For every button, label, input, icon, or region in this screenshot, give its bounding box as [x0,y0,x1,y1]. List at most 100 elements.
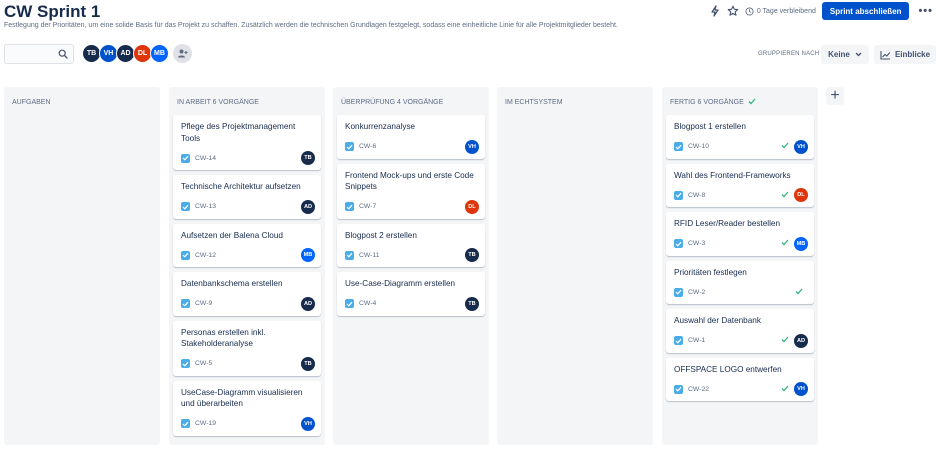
add-people-button[interactable] [173,44,192,63]
column-title: IN ARBEIT 6 VORGÄNGE [177,98,259,106]
issue-footer: CW-11 TB [345,248,479,262]
avatar-filter[interactable]: TB [82,44,101,63]
star-icon[interactable] [727,5,739,17]
insights-button[interactable]: Einblicke [874,45,936,64]
issue-key[interactable]: CW-11 [359,251,380,259]
column-header: AUFGABEN [4,87,160,109]
issue-title: Konkurrenzanalyse [345,122,416,131]
issue-card[interactable]: Personas erstellen inkl. Stakeholderanal… [173,320,321,376]
issue-key[interactable]: CW-4 [359,300,377,307]
assignee-avatar[interactable]: TB [465,248,479,262]
lightning-icon[interactable] [709,5,721,17]
column-title: FERTIG 6 VORGÄNGE [670,98,744,106]
assignee-avatar[interactable]: VH [794,382,808,396]
time-remaining-label: 0 Tage verbleibend [756,7,816,15]
issue-footer: CW-4 TB [345,296,479,311]
task-type-icon [345,299,354,308]
checkmark-icon [748,98,756,107]
column-header: IN ARBEIT 6 VORGÄNGE [169,87,325,109]
done-check-icon [781,336,789,345]
assignee-avatar[interactable]: DL [794,188,808,202]
issue-card[interactable]: Blogpost 1 erstellen CW-10 VH [666,115,814,159]
done-check-icon [781,385,789,394]
issue-key[interactable]: CW-1 [688,337,706,344]
column-title: IM ECHTSYSTEM [505,98,563,106]
issue-footer: CW-1 AD [674,333,808,348]
task-type-icon [181,202,190,211]
issue-card[interactable]: Frontend Mock-ups und erste Code Snippet… [337,163,485,219]
avatar-filter[interactable]: AD [116,44,135,63]
issue-card[interactable]: Aufsetzen der Balena Cloud CW-12 MB [173,223,321,267]
issue-key[interactable]: CW-12 [195,251,217,259]
card-list: Blogpost 1 erstellen CW-10 VH Wahl des Fron… [662,109,818,401]
group-by-select[interactable]: Keine [821,45,869,64]
done-check-icon [781,191,789,200]
issue-card[interactable]: RFID Leser/Reader bestellen CW-3 MB [666,212,814,256]
search-input[interactable] [4,44,74,64]
issue-card[interactable]: OFFSPACE LOGO entwerfen CW-22 VH [666,357,814,401]
task-type-icon [674,142,683,151]
card-list [4,109,160,115]
board-column: ÜBERPRÜFUNG 4 VORGÄNGE Konkurrenzanalyse C… [333,87,489,445]
issue-footer: CW-8 DL [674,188,808,202]
task-type-icon [674,287,683,297]
card-list: Konkurrenzanalyse CW-6 VH Frontend Mock-ups… [333,109,489,316]
complete-sprint-button[interactable]: Sprint abschließen [821,2,910,20]
assignee-avatar[interactable]: VH [794,139,808,154]
issue-footer: CW-14 TB [181,151,315,165]
issue-card[interactable]: Pflege des Projektmanagement Tools CW-14 T… [173,115,321,170]
issue-card[interactable]: Prioritäten festlegen CW-2 [666,260,814,304]
issue-card[interactable]: Use-Case-Diagramm erstellen CW-4 TB [337,272,485,316]
board-column: IN ARBEIT 6 VORGÄNGE Pflege des Projektma… [169,87,325,445]
card-list [497,109,653,115]
issue-key[interactable]: CW-22 [688,385,710,393]
issue-card[interactable]: Wahl des Frontend-Frameworks CW-8 DL [666,163,814,207]
assignee-avatar[interactable]: AD [301,296,315,311]
issue-card[interactable]: UseCase-Diagramm visualisieren und übera… [173,380,321,436]
assignee-avatar[interactable]: TB [301,151,315,165]
done-check-icon [795,288,803,297]
issue-title: Aufsetzen der Balena Cloud [181,230,283,240]
issue-key[interactable]: CW-13 [195,203,217,210]
issue-key[interactable]: CW-6 [359,143,377,150]
assignee-avatar[interactable]: VH [465,139,479,154]
issue-footer: CW-3 MB [674,236,808,251]
top-actions: 0 Tage verbleibend Sprint abschließen ••… [709,2,936,20]
issue-title: Auswahl der Datenbank [674,316,761,325]
issue-key[interactable]: CW-5 [195,360,213,367]
assignee-filter: TB VH AD DL MB [82,44,192,63]
issue-key[interactable]: CW-9 [195,300,213,307]
assignee-avatar[interactable]: VH [301,416,315,431]
issue-key[interactable]: CW-8 [688,191,706,199]
assignee-avatar[interactable]: TB [301,356,315,371]
issue-card[interactable]: Auswahl der Datenbank CW-1 AD [666,309,814,353]
issue-card[interactable]: Datenbankschema erstellen CW-9 AD [173,272,321,316]
assignee-avatar[interactable]: AD [794,333,808,348]
issue-card[interactable]: Blogpost 2 erstellen CW-11 TB [337,223,485,267]
column-title: AUFGABEN [12,98,51,106]
more-options-button[interactable]: ••• [918,5,933,17]
card-list: Pflege des Projektmanagement Tools CW-14 T… [169,109,325,436]
issue-footer: CW-2 [674,285,808,299]
issue-key[interactable]: CW-10 [688,143,710,150]
assignee-avatar[interactable]: AD [301,199,315,214]
issue-key[interactable]: CW-3 [688,240,706,247]
assignee-avatar[interactable]: MB [794,236,808,251]
clock-icon [745,6,754,16]
avatar-filter[interactable]: MB [150,44,169,63]
task-type-icon [345,202,354,211]
issue-key[interactable]: CW-19 [195,420,217,427]
issue-title: Blogpost 2 erstellen [345,230,417,240]
task-type-icon [345,250,354,260]
assignee-avatar[interactable]: DL [465,199,479,214]
assignee-avatar[interactable]: TB [465,296,479,311]
add-column-button[interactable]: + [826,87,844,105]
issue-key[interactable]: CW-14 [195,154,217,162]
issue-key[interactable]: CW-7 [359,203,377,210]
avatar-filter[interactable]: VH [99,44,118,63]
assignee-avatar[interactable]: MB [301,248,315,262]
issue-card[interactable]: Konkurrenzanalyse CW-6 VH [337,115,485,159]
issue-key[interactable]: CW-2 [688,288,706,296]
issue-card[interactable]: Technische Architektur aufsetzen CW-13 AD [173,175,321,219]
task-type-icon [181,359,190,368]
